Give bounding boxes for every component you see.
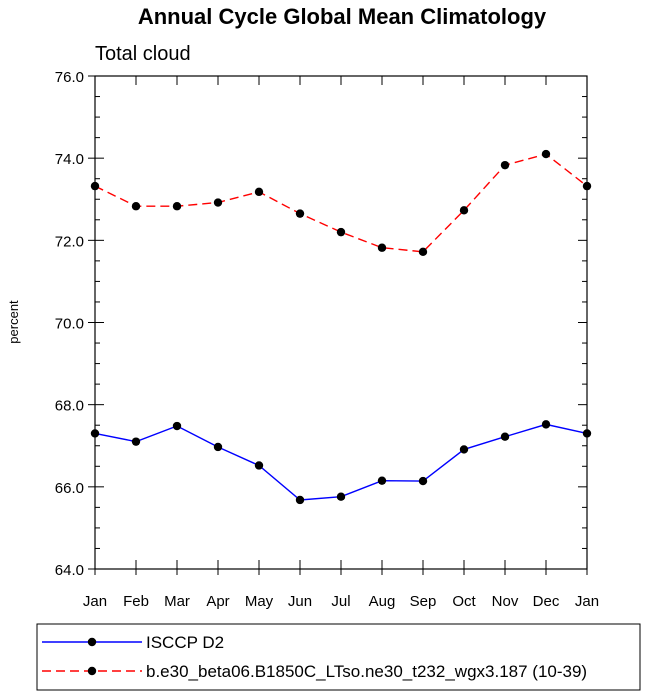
x-tick-label: Nov [492,593,519,610]
data-point [131,437,141,446]
y-tick-label: 64.0 [55,562,84,579]
data-point [336,492,346,501]
data-point [377,476,387,485]
x-tick-label: Feb [123,593,149,610]
y-tick-label: 76.0 [55,69,84,86]
data-point [213,198,223,207]
chart-subtitle: Total cloud [95,43,191,65]
plot-frame [94,75,588,570]
data-point [418,476,428,486]
data-point [459,206,469,215]
x-tick-label: May [245,593,274,610]
y-axis-label: percent [6,300,21,344]
legend-item-2: b.e30_beta06.B1850C_LTso.ne30_t232_wgx3.… [42,662,587,681]
x-tick-label: Sep [410,593,437,610]
legend: ISCCP D2 b.e30_beta06.B1850C_LTso.ne30_t2… [42,633,587,681]
series-line [94,423,588,501]
y-tick-label: 74.0 [55,151,84,168]
data-point [213,442,223,452]
legend-box [36,623,641,691]
legend-label: ISCCP D2 [146,633,224,652]
legend-marker [87,666,97,676]
chart-title: Annual Cycle Global Mean Climatology [138,4,547,29]
data-point [254,461,264,470]
data-point [254,187,264,197]
x-tick-label: Aug [369,593,396,610]
legend-label: b.e30_beta06.B1850C_LTso.ne30_t232_wgx3.… [146,662,587,681]
data-point [172,421,182,431]
y-axis-ticks [88,75,587,570]
y-tick-label: 72.0 [55,233,84,250]
y-tick-label: 66.0 [55,480,84,497]
data-point [295,209,305,218]
data-point [418,247,428,257]
data-point [172,202,182,211]
series-2 [90,149,592,257]
data-point [131,202,141,211]
x-tick-label: Oct [452,593,476,610]
data-point [336,227,346,237]
x-tick-label: Dec [533,593,560,610]
y-axis-tick-labels: 64.0 66.0 68.0 70.0 72.0 74.0 76.0 [55,69,84,579]
data-point [377,243,387,252]
series-1 [90,420,592,505]
x-tick-label: Jun [288,593,312,610]
data-point [500,160,510,170]
data-point [295,495,305,505]
data-point [541,420,551,429]
y-tick-label: 68.0 [55,398,84,415]
x-tick-label: Jan [575,593,599,610]
data-point [500,432,510,441]
y-tick-label: 70.0 [55,316,84,333]
data-point [459,445,469,454]
data-point [541,149,551,159]
x-tick-label: Apr [206,593,229,610]
x-tick-label: Mar [164,593,190,610]
x-tick-label: Jul [331,593,350,610]
series-layer [90,149,592,505]
series-line [94,153,588,253]
x-tick-label: Jan [83,593,107,610]
legend-item-1: ISCCP D2 [42,633,224,652]
legend-marker [87,637,97,647]
x-axis-tick-labels: Jan Feb Mar Apr May Jun Jul Aug Sep Oct Nov Dec Jan [83,593,599,610]
